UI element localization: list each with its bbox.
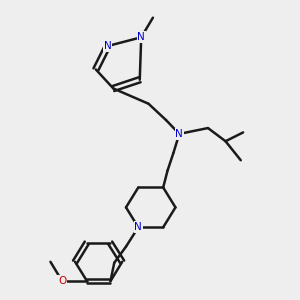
Text: N: N [104,41,111,51]
Text: N: N [176,129,183,139]
Text: O: O [58,276,66,286]
Text: N: N [134,222,142,232]
Text: N: N [137,32,145,42]
